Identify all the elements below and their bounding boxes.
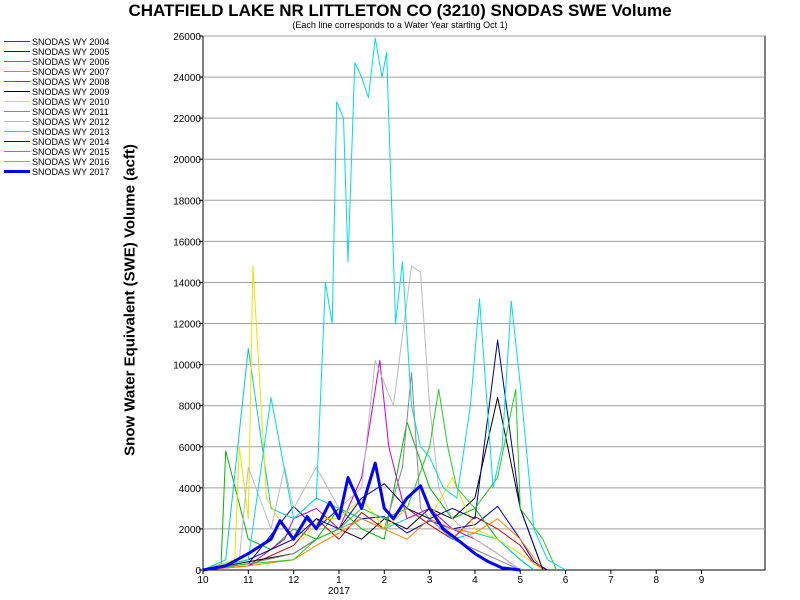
legend-label: SNODAS WY 2015 (32, 147, 110, 157)
y-tick-label: 2000 (179, 525, 202, 536)
legend-label: SNODAS WY 2005 (32, 47, 110, 57)
legend-swatch (4, 141, 30, 142)
x-tick-label: 12 (288, 575, 300, 586)
legend-entry: SNODAS WY 2016 (4, 157, 144, 167)
series-line (202, 421, 535, 571)
x-tick-label: 5 (517, 575, 523, 586)
legend-label: SNODAS WY 2012 (32, 117, 110, 127)
legend-swatch (4, 101, 30, 102)
legend-label: SNODAS WY 2013 (32, 127, 110, 137)
legend-label: SNODAS WY 2007 (32, 67, 110, 77)
x-tick-label: 2 (382, 575, 388, 586)
y-tick-label: 4000 (179, 484, 202, 495)
x-year-label: 2017 (328, 586, 351, 597)
legend-entry: SNODAS WY 2005 (4, 47, 144, 57)
legend-label: SNODAS WY 2004 (32, 37, 110, 47)
legend-label: SNODAS WY 2014 (32, 137, 110, 147)
y-tick-label: 14000 (173, 278, 201, 289)
legend-label: SNODAS WY 2009 (32, 87, 110, 97)
y-tick-label: 26000 (173, 32, 201, 43)
series-line (202, 388, 557, 571)
x-tick-label: 4 (472, 575, 478, 586)
legend-label: SNODAS WY 2008 (32, 77, 110, 87)
plot-frame (202, 35, 766, 571)
y-tick-label: 0 (195, 566, 201, 577)
legend-entry: SNODAS WY 2015 (4, 147, 144, 157)
y-tick-label: 8000 (179, 402, 202, 413)
legend-entry: SNODAS WY 2014 (4, 137, 144, 147)
legend-swatch (4, 121, 30, 122)
series-line (202, 518, 544, 571)
legend-entry: SNODAS WY 2004 (4, 37, 144, 47)
legend-swatch (4, 151, 30, 152)
y-tick-label: 10000 (173, 361, 201, 372)
legend-entry: SNODAS WY 2013 (4, 127, 144, 137)
legend-entry: SNODAS WY 2007 (4, 67, 144, 77)
legend-swatch (4, 111, 30, 112)
legend-entry: SNODAS WY 2017 (4, 167, 144, 177)
y-tick-label: 24000 (173, 73, 201, 84)
legend-label: SNODAS WY 2006 (32, 57, 110, 67)
chart-subtitle: (Each line corresponds to a Water Year s… (292, 20, 508, 30)
legend-entry: SNODAS WY 2009 (4, 87, 144, 97)
x-tick-label: 3 (427, 575, 433, 586)
legend-swatch (4, 170, 30, 173)
x-tick-label: 6 (563, 575, 569, 586)
legend-entry: SNODAS WY 2006 (4, 57, 144, 67)
y-tick-label: 12000 (173, 320, 201, 331)
x-tick-label: 10 (197, 575, 209, 586)
y-tick-label: 6000 (179, 443, 202, 454)
legend-swatch (4, 91, 30, 92)
legend-entry: SNODAS WY 2008 (4, 77, 144, 87)
legend-entry: SNODAS WY 2010 (4, 97, 144, 107)
series-line (202, 461, 521, 572)
legend-swatch (4, 161, 30, 162)
y-tick-label: 16000 (173, 237, 201, 248)
legend-entry: SNODAS WY 2011 (4, 107, 144, 117)
series-line (202, 37, 566, 571)
legend-swatch (4, 51, 30, 52)
y-tick-label: 20000 (173, 155, 201, 166)
y-tick-label: 22000 (173, 114, 201, 125)
legend-label: SNODAS WY 2010 (32, 97, 110, 107)
series-line (202, 505, 548, 571)
legend-entry: SNODAS WY 2012 (4, 117, 144, 127)
legend-label: SNODAS WY 2017 (32, 167, 110, 177)
legend-swatch (4, 61, 30, 62)
series-line (202, 339, 544, 571)
legend-label: SNODAS WY 2011 (32, 107, 109, 117)
legend: SNODAS WY 2004 SNODAS WY 2005 SNODAS WY 20… (4, 37, 144, 177)
series-line (202, 265, 521, 571)
x-tick-label: 1 (336, 575, 342, 586)
legend-label: SNODAS WY 2016 (32, 157, 110, 167)
x-tick-label: 9 (699, 575, 705, 586)
y-tick-label: 18000 (173, 196, 201, 207)
legend-swatch (4, 81, 30, 82)
x-tick-label: 7 (608, 575, 614, 586)
legend-swatch (4, 71, 30, 72)
legend-swatch (4, 131, 30, 132)
x-tick-label: 8 (653, 575, 659, 586)
chart-title: CHATFIELD LAKE NR LITTLETON CO (3210) SN… (128, 1, 672, 20)
legend-swatch (4, 41, 30, 42)
x-tick-label: 11 (243, 575, 254, 586)
